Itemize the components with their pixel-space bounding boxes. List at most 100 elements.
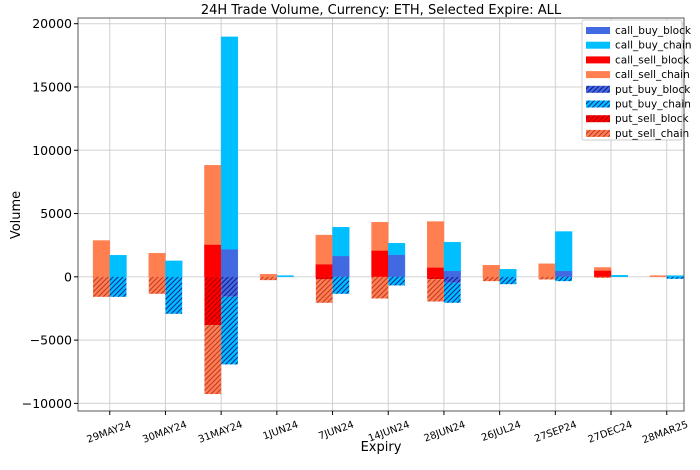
bar-call_sell_chain — [427, 221, 445, 268]
legend-label: call_buy_chain — [615, 40, 692, 52]
bar-call_sell_chain — [148, 252, 166, 278]
bar-call_buy_block — [443, 270, 461, 278]
bar-call_sell_block — [427, 267, 445, 278]
legend-item: call_buy_chain — [586, 40, 692, 52]
bar-call_buy_block — [220, 249, 239, 278]
legend: call_buy_block call_buy_chain call_sell_bl… — [581, 19, 692, 141]
grid — [78, 18, 684, 411]
legend-swatch — [586, 100, 610, 108]
bar-put_sell_chain — [260, 276, 277, 281]
y-axis-label: Volume — [9, 191, 24, 239]
bar-call_buy_chain — [332, 227, 350, 257]
legend-swatch — [586, 56, 610, 64]
bar-call_buy_block — [388, 254, 406, 278]
legend-item: call_sell_chain — [586, 69, 690, 81]
x-tick-label: 29MAY24 — [86, 419, 133, 445]
legend-item: put_sell_block — [586, 113, 689, 125]
legend-swatch — [586, 85, 610, 93]
x-tick-label: 31MAY24 — [197, 419, 244, 445]
bar-put_buy_chain — [499, 276, 517, 285]
plot-frame — [77, 17, 685, 412]
legend-label: call_buy_block — [615, 25, 692, 37]
bar-call_buy_chain — [220, 36, 239, 250]
legend-item: put_buy_chain — [586, 99, 691, 111]
x-tick-label: 27SEP24 — [533, 419, 578, 444]
x-tick-label: 28MAR25 — [641, 419, 690, 446]
bar-call_sell_chain — [315, 234, 333, 265]
y-tick-label: 20000 — [32, 16, 72, 31]
bar-call_sell_chain — [371, 222, 389, 251]
y-tick-label: 5000 — [40, 206, 72, 221]
y-tick-label: 15000 — [32, 79, 72, 94]
bar-put_buy_chain — [221, 296, 238, 365]
x-tick-label: 7JUN24 — [317, 419, 355, 442]
x-tick-label: 27DEC24 — [587, 419, 634, 445]
bar-call_sell_block — [315, 263, 333, 278]
bar-call_buy_chain — [109, 254, 127, 278]
bar-call_sell_chain — [538, 263, 556, 278]
bar-call_sell_chain — [594, 267, 612, 271]
legend-item: call_buy_block — [586, 25, 692, 37]
bar-put_sell_block — [204, 276, 222, 326]
bar-put_buy_chain — [109, 276, 127, 297]
bar-call_buy_block — [332, 255, 350, 278]
y-tick-label: −5000 — [30, 333, 72, 348]
legend-label: put_buy_chain — [615, 99, 691, 111]
bar-put_sell_chain — [148, 276, 166, 294]
bar-call_sell_block — [594, 270, 612, 278]
bar-put_buy_block — [221, 276, 238, 297]
bar-put_sell_chain — [538, 276, 556, 280]
bar-put_sell_chain — [93, 276, 110, 297]
bar-call_buy_chain — [165, 260, 183, 278]
y-tick-label: 0 — [64, 269, 72, 284]
legend-swatch — [586, 71, 610, 79]
legend-label: put_sell_block — [615, 113, 689, 125]
x-tick-label: 30MAY24 — [141, 419, 188, 445]
x-axis-label: Expiry — [361, 440, 402, 455]
legend-swatch — [586, 27, 610, 34]
bar-put_buy_chain — [443, 282, 461, 303]
legend-swatch — [586, 129, 610, 137]
bar-put_sell_chain — [482, 276, 500, 282]
bar-put_sell_chain — [204, 325, 222, 395]
bar-call_sell_chain — [259, 273, 278, 278]
bar-call_sell_chain — [204, 165, 222, 245]
bar-call_sell_block — [371, 250, 389, 278]
bar-put_buy_chain — [555, 276, 573, 282]
legend-item: put_sell_chain — [586, 128, 689, 140]
bar-call_sell_chain — [482, 264, 500, 278]
bar-put_sell_block — [315, 276, 333, 280]
bars — [92, 36, 684, 395]
legend-label: put_buy_block — [615, 84, 691, 96]
legend-swatch — [586, 115, 610, 123]
bar-call_sell_chain — [649, 275, 667, 278]
legend-label: put_sell_chain — [615, 128, 689, 140]
bar-put_buy_block — [443, 276, 461, 283]
bar-put_sell_block — [427, 276, 444, 280]
bar-call_sell_chain — [92, 240, 110, 278]
bar-put_buy_chain — [388, 276, 405, 286]
legend-swatch — [586, 41, 610, 49]
bar-put_sell_chain — [427, 279, 444, 302]
bar-call_buy_chain — [666, 275, 684, 278]
bar-put_buy_chain — [666, 276, 684, 279]
x-tick-label: 26JUL24 — [480, 419, 523, 443]
bar-put_sell_chain — [594, 276, 612, 278]
bar-put_buy_chain — [165, 276, 183, 314]
legend-box — [581, 19, 683, 141]
bar-put_sell_chain — [315, 279, 333, 303]
bar-call_buy_chain — [555, 231, 573, 272]
legend-item: call_sell_block — [586, 54, 690, 66]
bar-put_sell_chain — [371, 276, 389, 299]
x-tick-label: 28JUN24 — [423, 419, 467, 444]
bar-call_sell_block — [204, 244, 222, 278]
bar-call_buy_chain — [610, 274, 628, 278]
legend-label: call_sell_chain — [615, 69, 690, 81]
bar-call_buy_chain — [443, 241, 461, 272]
bar-call_buy_chain — [499, 269, 517, 278]
y-tick-label: 10000 — [32, 143, 72, 158]
legend-item: put_buy_block — [586, 84, 691, 96]
y-axis: −10000 −5000 0 5000 10000 15000 20000 — [22, 16, 78, 411]
y-tick-label: −10000 — [22, 396, 72, 411]
